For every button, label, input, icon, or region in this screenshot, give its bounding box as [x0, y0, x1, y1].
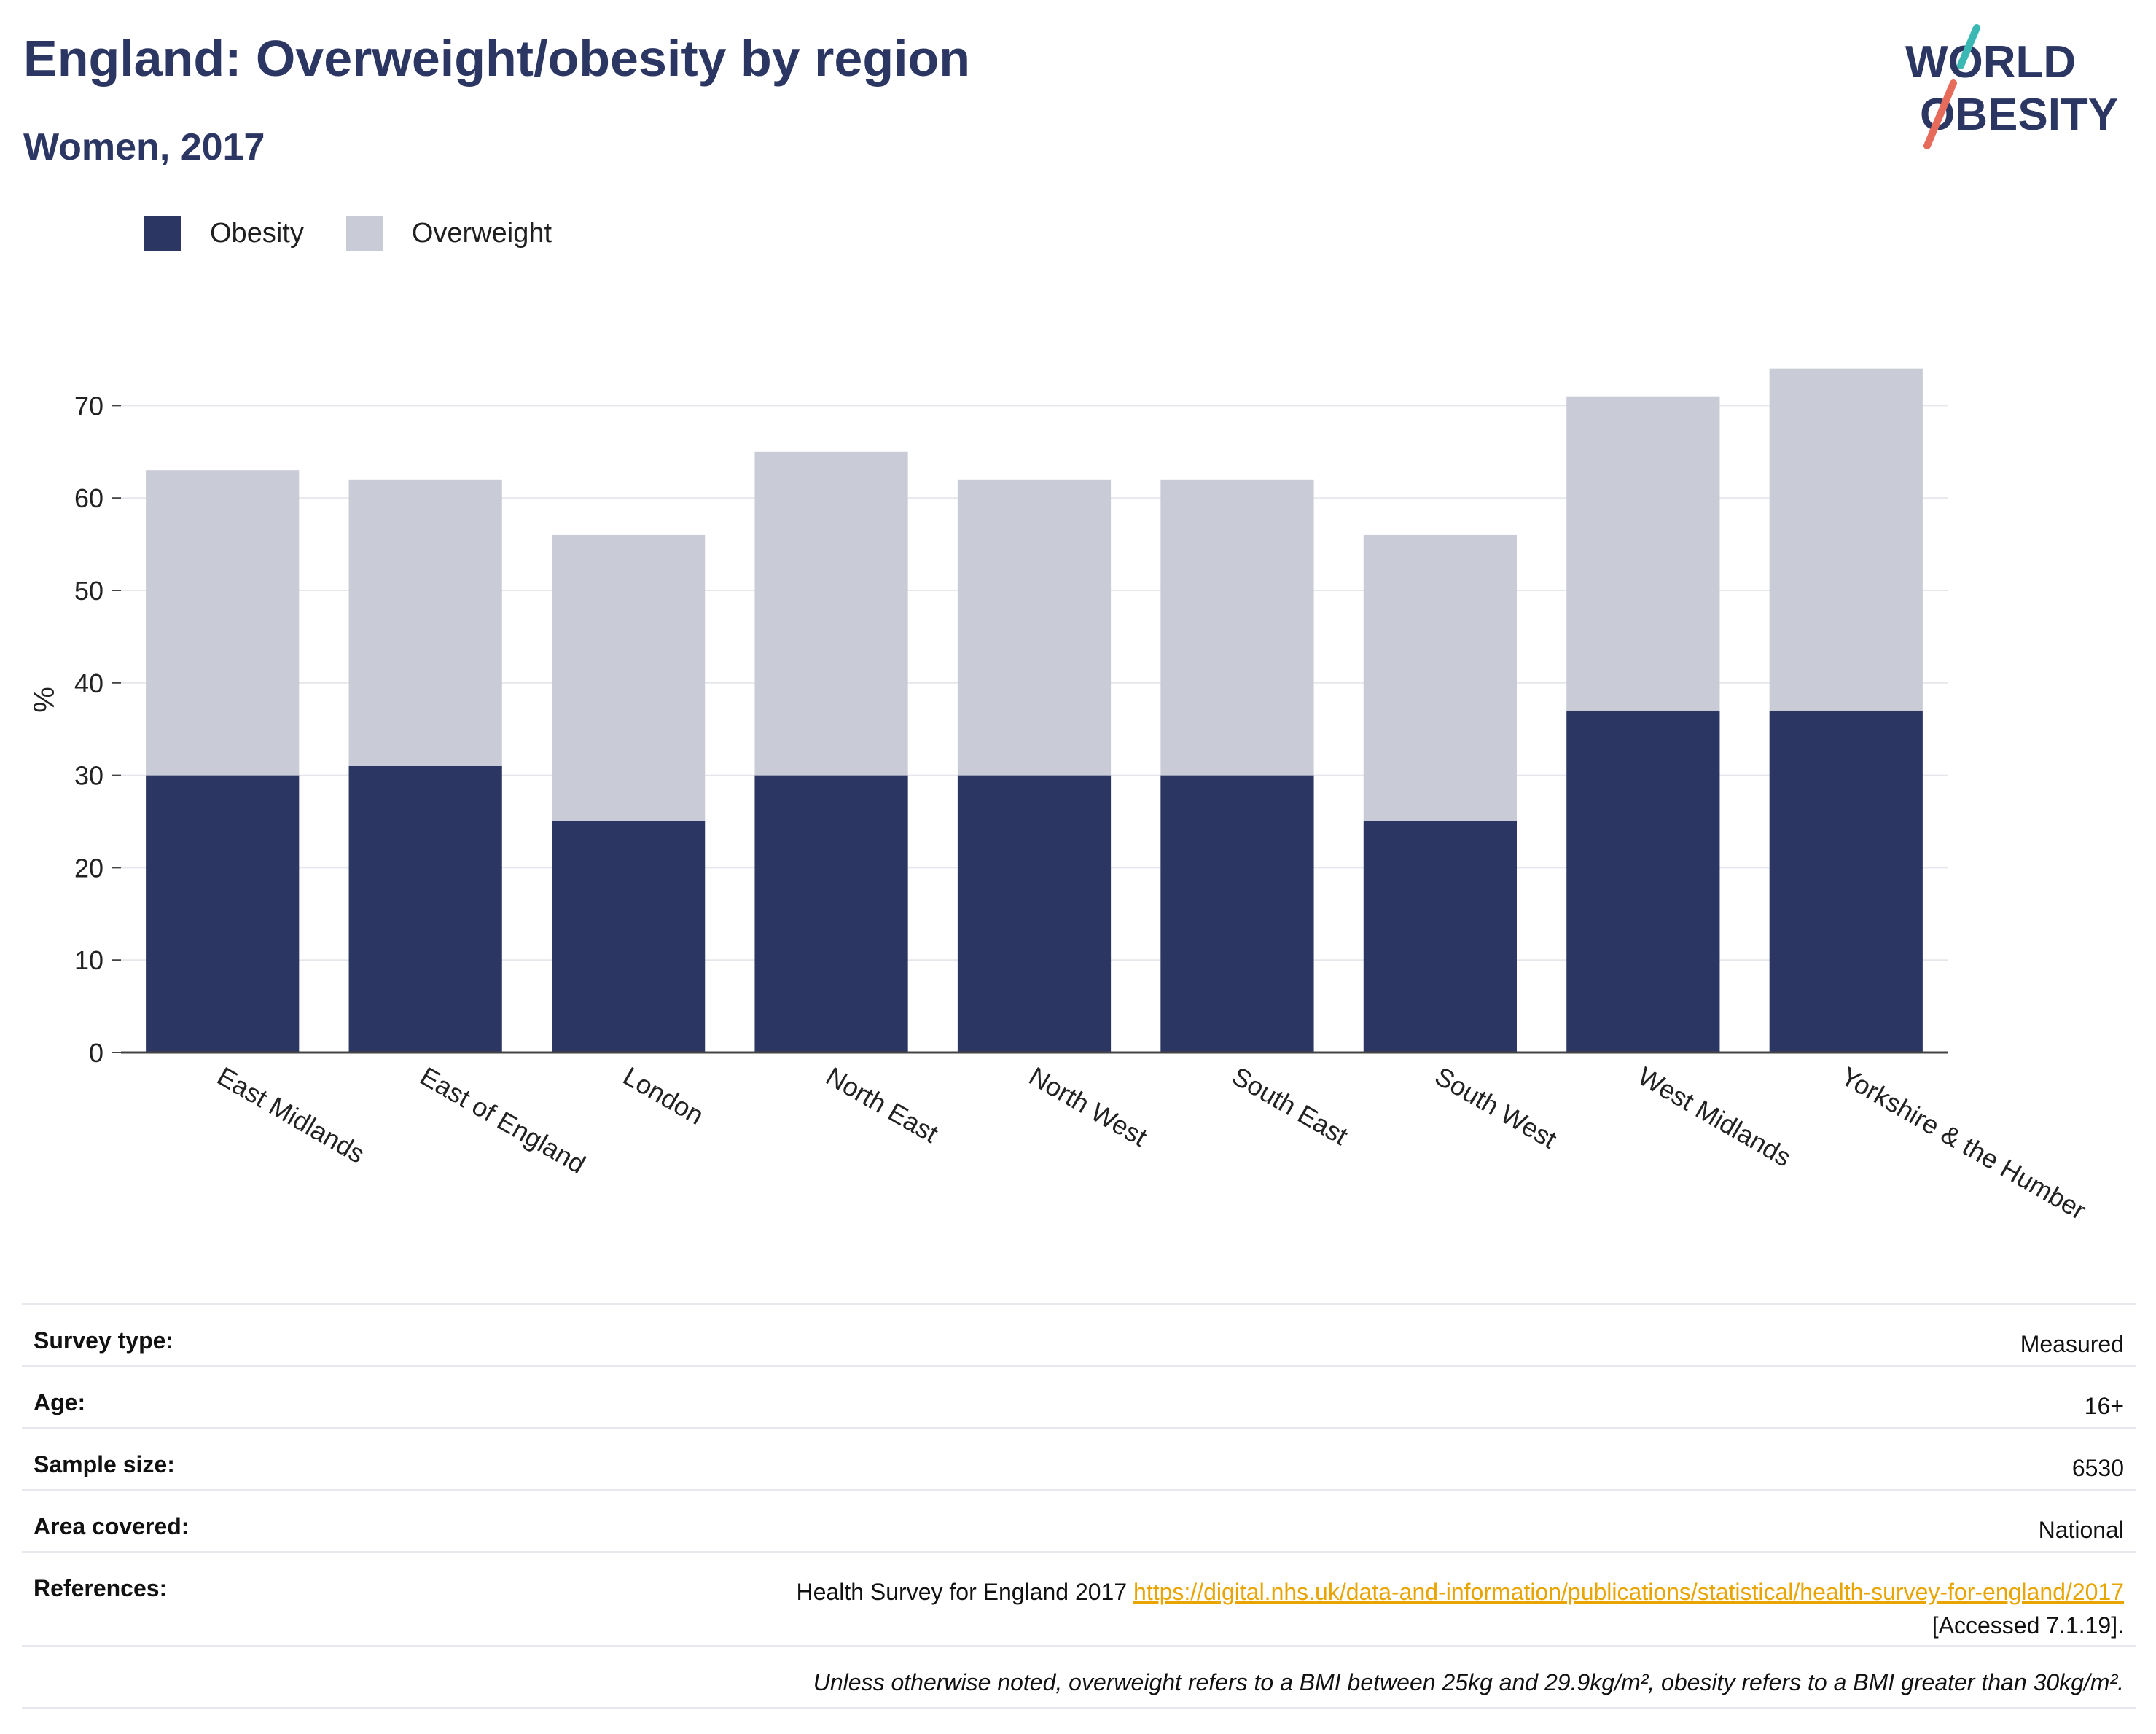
legend-label-overweight: Overweight [411, 217, 552, 249]
y-tick-label: 60 [74, 483, 103, 513]
bar-obesity-8[interactable] [1566, 710, 1720, 1052]
logo-slash-teal [1957, 24, 1980, 69]
x-tick-label: South East [1227, 1061, 1353, 1151]
legend-label-obesity: Obesity [210, 217, 304, 249]
meta-key: References: [34, 1575, 168, 1601]
meta-row-references: References: Health Survey for England 20… [22, 1551, 2136, 1645]
bar-obesity-9[interactable] [1769, 710, 1923, 1052]
bar-overweight-9[interactable] [1769, 368, 1923, 711]
meta-row-age: Age: 16+ [22, 1365, 2136, 1427]
meta-key: Sample size: [34, 1451, 175, 1477]
legend-swatch-obesity [144, 216, 181, 251]
bmi-footnote: Unless otherwise noted, overweight refer… [813, 1669, 2124, 1695]
y-tick-label: 30 [74, 761, 103, 791]
page-title: England: Overweight/obesity by region [23, 30, 971, 87]
y-tick-label: 10 [74, 945, 103, 975]
x-tick-label: South West [1430, 1061, 1562, 1154]
bar-overweight-3[interactable] [551, 534, 706, 821]
x-tick-label: West Midlands [1633, 1061, 1796, 1172]
legend-swatch-overweight [345, 216, 383, 251]
meta-row-survey-type: Survey type: Measured [22, 1303, 2136, 1365]
bar-obesity-5[interactable] [957, 775, 1112, 1052]
page-subtitle: Women, 2017 [23, 126, 265, 168]
meta-key: Survey type: [34, 1327, 174, 1354]
references-link[interactable]: https://digital.nhs.uk/data-and-informat… [1133, 1579, 2124, 1605]
meta-value: Measured [2020, 1331, 2124, 1357]
stacked-bar-chart: 0 10 20 30 40 50 60 70% East Midlands East of Eng… [28, 368, 2091, 1225]
x-tick-label: East Midlands [212, 1061, 370, 1169]
world-obesity-logo: WORLD OBESITY [1905, 24, 2118, 149]
legend-item-overweight[interactable]: Overweight [345, 216, 552, 251]
bar-overweight-4[interactable] [754, 451, 908, 776]
bar-overweight-2[interactable] [348, 479, 502, 766]
bar-obesity-3[interactable] [551, 821, 706, 1052]
logo-slash-coral [1923, 79, 1957, 149]
x-tick-label: North West [1024, 1061, 1152, 1152]
meta-value: National [2038, 1517, 2124, 1543]
bar-overweight-8[interactable] [1566, 396, 1720, 711]
bar-obesity-7[interactable] [1363, 821, 1518, 1052]
bar-overweight-6[interactable] [1160, 479, 1314, 776]
meta-key: Age: [34, 1389, 86, 1415]
meta-key: Area covered: [34, 1513, 190, 1539]
y-tick-label: 0 [89, 1038, 103, 1068]
bar-overweight-5[interactable] [957, 479, 1112, 776]
bar-obesity-1[interactable] [146, 775, 300, 1052]
chart-legend: Obesity Overweight [144, 216, 594, 251]
y-tick-label: 40 [74, 668, 103, 698]
bar-overweight-1[interactable] [146, 470, 300, 776]
y-tick-label: 70 [74, 391, 103, 421]
references-value: Health Survey for England 2017 https://d… [797, 1575, 2125, 1642]
references-accessed: [Accessed 7.1.19]. [1932, 1612, 2124, 1639]
x-tick-label: East of England [415, 1061, 591, 1179]
meta-value: 16+ [2084, 1393, 2124, 1419]
x-tick-label: Yorkshire & the Humber [1836, 1061, 2091, 1225]
bar-obesity-6[interactable] [1160, 775, 1314, 1052]
metadata-table: Survey type: Measured Age: 16+ Sample si… [22, 1303, 2136, 1709]
x-tick-label: London [618, 1061, 709, 1130]
meta-value: 6530 [2071, 1455, 2124, 1481]
x-tick-label: North East [821, 1061, 944, 1149]
y-tick-label: 50 [74, 576, 103, 606]
y-tick-label: 20 [74, 853, 103, 883]
logo-line-1: WORLD [1905, 37, 2076, 87]
meta-row-area: Area covered: National [22, 1489, 2136, 1551]
references-prefix: Health Survey for England 2017 [796, 1579, 1134, 1605]
bar-overweight-7[interactable] [1363, 534, 1518, 821]
bar-obesity-4[interactable] [754, 775, 908, 1052]
meta-row-sample-size: Sample size: 6530 [22, 1427, 2136, 1489]
logo-line-2: OBESITY [1920, 90, 2118, 140]
y-axis-title: % [28, 687, 60, 713]
meta-row-note: Unless otherwise noted, overweight refer… [22, 1645, 2136, 1709]
bar-obesity-2[interactable] [348, 765, 502, 1052]
legend-item-obesity[interactable]: Obesity [144, 216, 304, 251]
